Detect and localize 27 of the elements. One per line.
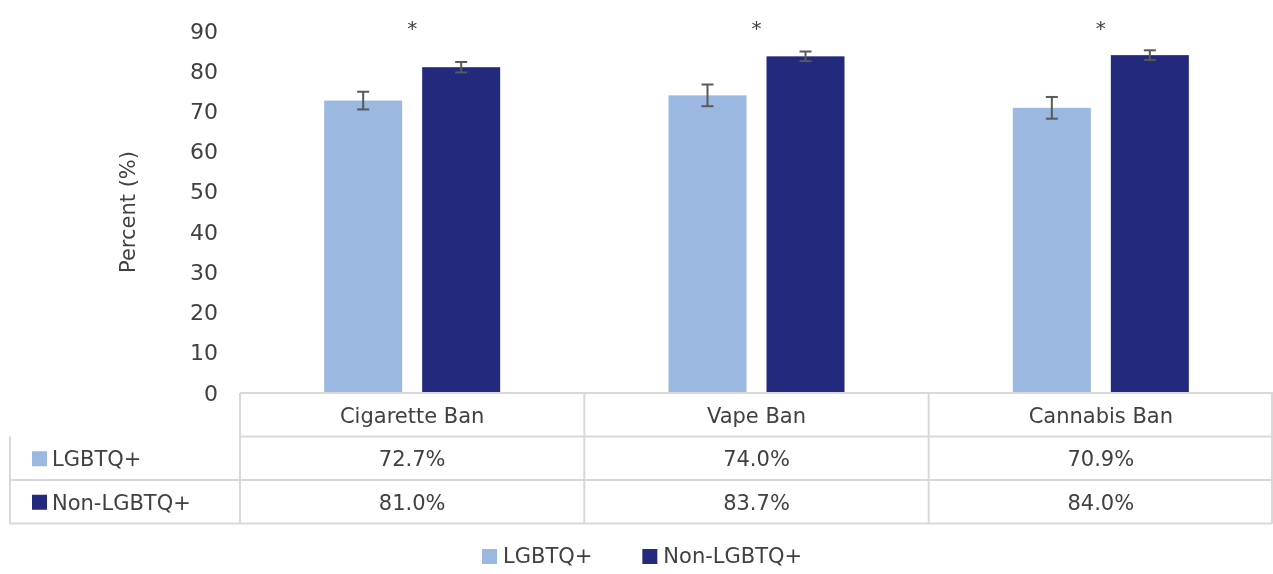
annotation: * xyxy=(751,16,762,40)
y-tick-label: 60 xyxy=(190,139,218,165)
data-label: 84.0% xyxy=(1067,490,1135,515)
text: Non-LGBTQ+ xyxy=(52,490,191,515)
text: LGBTQ+ xyxy=(52,447,142,472)
legend-label: Non-LGBTQ+ xyxy=(663,544,803,568)
y-tick-label: 30 xyxy=(190,259,218,285)
y-tick-label: 50 xyxy=(190,179,218,205)
y-tick-label: 20 xyxy=(190,300,218,326)
x-tick-label: Cannabis Ban xyxy=(1028,403,1174,428)
y-tick-label: 10 xyxy=(190,340,218,366)
data-label: 83.7% xyxy=(723,490,790,515)
data-label: 74.0% xyxy=(723,447,790,472)
y-tick-label: 0 xyxy=(204,380,218,406)
data-label: 81.0% xyxy=(378,490,446,515)
legend-label: LGBTQ+ xyxy=(503,544,593,568)
data-label: 72.7% xyxy=(378,447,446,472)
x-tick-label: Vape Ban xyxy=(706,403,807,428)
y-axis-title: Percent (%) xyxy=(116,150,140,274)
y-tick-label: 90 xyxy=(190,18,218,44)
data-label: 70.9% xyxy=(1067,447,1135,472)
y-tick-label: 70 xyxy=(190,98,218,124)
y-tick-label: 40 xyxy=(190,219,218,245)
x-tick-label: Cigarette Ban xyxy=(339,403,485,428)
y-tick-label: 80 xyxy=(190,58,218,84)
annotation: * xyxy=(1095,16,1106,40)
annotation: * xyxy=(407,16,418,40)
